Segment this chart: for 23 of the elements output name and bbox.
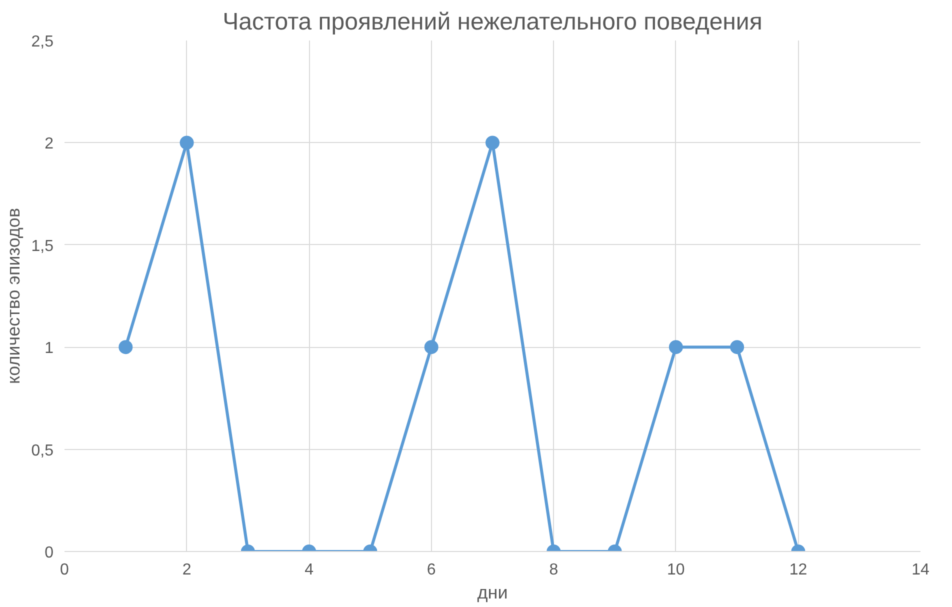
x-tick-label: 2: [182, 562, 192, 578]
point: [486, 136, 500, 150]
chart-title: Частота проявлений нежелательного поведения: [222, 8, 762, 36]
y-tick-label: 2: [44, 136, 54, 153]
x-tick-label: 0: [60, 562, 70, 578]
y-tick-label: 0: [44, 544, 54, 562]
x-tick-label: 4: [304, 562, 314, 578]
point: [180, 136, 194, 150]
point: [730, 340, 744, 354]
y-tick-label: 2,5: [31, 34, 54, 50]
y-tick-label: 0,5: [31, 442, 54, 460]
y-axis-title: количество эпизодов: [3, 208, 24, 384]
point: [424, 340, 438, 354]
x-tick-label: 6: [426, 562, 436, 578]
y-tick-label: 1: [44, 340, 54, 358]
x-tick-label: 10: [667, 562, 685, 578]
x-tick-label: 8: [549, 562, 558, 578]
y-tick-label: 1,5: [31, 238, 54, 255]
x-tick-label: 14: [912, 562, 930, 578]
point: [118, 340, 133, 354]
point: [668, 340, 683, 354]
x-tick-label: 12: [789, 562, 808, 578]
x-axis-title: дни: [477, 582, 508, 602]
